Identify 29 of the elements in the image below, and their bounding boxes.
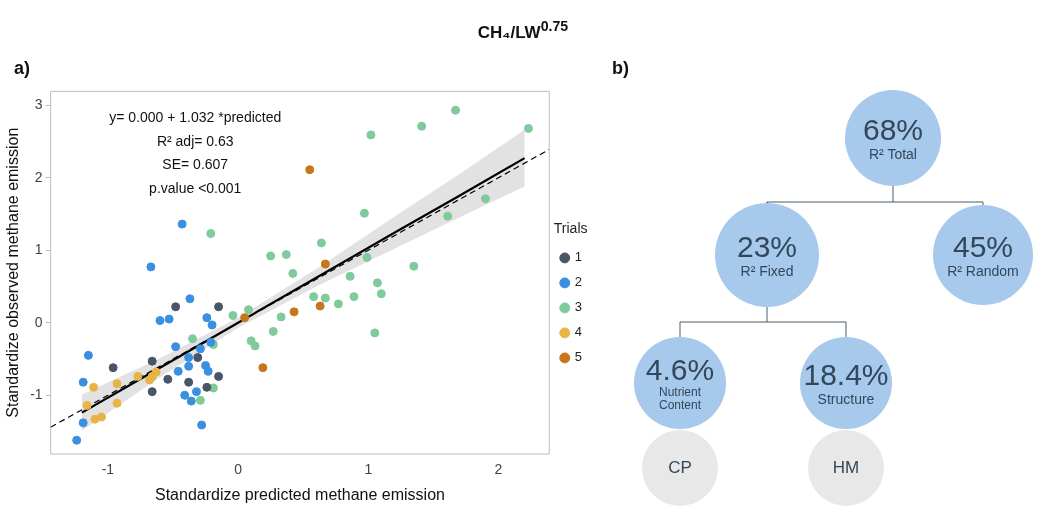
y-tick-label: -1 [30, 386, 43, 403]
node-circle: 4.6% Nutrient Content [634, 337, 726, 429]
legend-label: 1 [574, 249, 582, 265]
legend-title: Trials [553, 220, 588, 237]
y-tick-label: 0 [34, 313, 43, 330]
node-circle: CP [642, 430, 718, 506]
legend-label: 2 [574, 274, 582, 290]
node-circle: 68% R² Total [845, 90, 941, 186]
legend-label: 5 [574, 349, 582, 365]
annotation: R² adj= 0.63 [156, 132, 234, 149]
x-tick-label: 1 [364, 461, 373, 478]
node-circle: HM [808, 430, 884, 506]
y-tick-label: 2 [34, 168, 43, 185]
text: a) [14, 58, 31, 79]
annotation: y= 0.000 + 1.032 *predicted [109, 109, 282, 126]
annotation: p.value <0.001 [149, 179, 242, 196]
x-tick-label: 2 [494, 461, 503, 478]
chart-title: CH₄/LW$^{0.75}$ [476, 18, 570, 43]
text: b) [612, 58, 629, 79]
legend-label: 3 [574, 299, 582, 315]
y-tick-label: 1 [34, 241, 43, 258]
x-tick-label: 0 [234, 461, 243, 478]
x-tick-label: -1 [101, 461, 115, 478]
node-circle: 18.4% Structure [800, 337, 892, 429]
annotation: SE= 0.607 [162, 156, 229, 173]
y-axis-title: Standardize observed methane emission [4, 127, 22, 418]
y-tick-label: 3 [34, 96, 43, 113]
x-axis-title: Standardize predicted methane emission [154, 485, 445, 503]
legend-label: 4 [574, 324, 582, 340]
